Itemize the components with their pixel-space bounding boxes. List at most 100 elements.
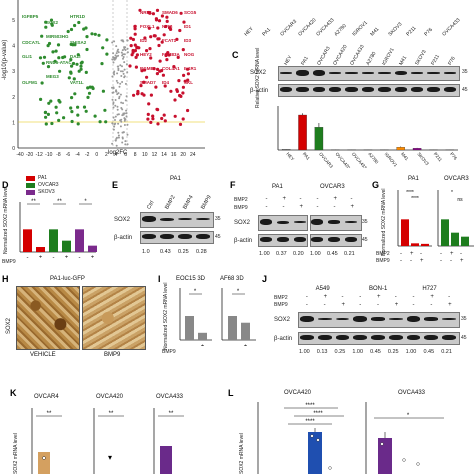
panelF-sox2-band: [345, 221, 357, 223]
volcano-up-point: [148, 47, 152, 51]
volcano-up-point: [130, 53, 134, 57]
volcano-ns-point: [120, 101, 123, 104]
volcano-up-point: [181, 117, 185, 121]
panelF: PA1 OVCAR3 BMP2 BMP9 - - + - - + - - + - - + SOX2 β-…: [232, 176, 372, 268]
top-cell-line-label: IGROV1: [351, 19, 369, 38]
panelC-xtick: OVCA433: [351, 151, 368, 168]
panelC-lane-label: OVCA433: [348, 44, 366, 67]
volcano-xtick: -4: [75, 152, 80, 158]
panelD-sign: +: [65, 255, 69, 258]
volcano-up-point: [155, 72, 159, 76]
panelJ-quant-value: 1.00: [352, 349, 364, 355]
volcano-up-point: [128, 64, 132, 68]
volcano-up-point: [163, 119, 167, 123]
panelG-ylabel: Normalized SOX2 mRNA level: [381, 188, 387, 256]
volcano-ns-point: [121, 141, 124, 144]
panelF-actin-band: [311, 237, 323, 242]
volcano-down-point: [80, 60, 84, 64]
panelI-bar: [241, 322, 250, 340]
volcano-down-point: [38, 56, 43, 60]
panel-label-l: L: [228, 388, 234, 398]
panelG-bar: [411, 243, 419, 246]
volcano-down-point: [61, 55, 65, 60]
panelC-sox2-label: SOX2: [250, 70, 267, 76]
volcano-ytick: 5: [12, 18, 15, 24]
panelD-sign: +: [39, 255, 43, 258]
panelC-actin-band: [443, 87, 456, 92]
panelJ-actin-band: [300, 335, 314, 340]
volcano-up-point: [133, 32, 137, 36]
volcano-down-gene-label: SHISA2: [70, 40, 87, 45]
volcano-down-point: [103, 108, 107, 112]
panel-label-f: F: [230, 180, 236, 190]
panelE-mw-35: 35: [215, 216, 221, 222]
volcano-xtick: -8: [56, 152, 61, 158]
volcano-down-point: [70, 119, 74, 124]
volcano-up-point: [153, 34, 157, 38]
volcano-ns-point: [113, 125, 116, 128]
panelJ-sox2-band: [353, 316, 368, 322]
volcano-xtick: -20: [26, 152, 33, 158]
volcano-xtick: -2: [85, 152, 90, 158]
volcano-down-point: [86, 86, 90, 90]
volcano-ns-point: [112, 61, 115, 64]
panelE-sox2-band: [196, 217, 210, 221]
volcano-down-point: [47, 41, 52, 46]
volcano-up-point: [148, 11, 152, 15]
volcano-ns-point: [126, 51, 129, 54]
panel-label-e: E: [112, 180, 119, 190]
volcano-ns-point: [111, 41, 114, 44]
panelJ-actin-band: [371, 335, 385, 340]
volcano-ns-point: [117, 122, 120, 125]
volcano-down-point: [51, 50, 55, 54]
panelD-chart: - + - + - +** ** *: [19, 199, 97, 258]
volcano-xtick: 0: [95, 152, 98, 158]
volcano-ns-point: [123, 68, 126, 71]
panelC-sox2-band: [378, 72, 391, 74]
panelC-actin-band: [361, 87, 375, 92]
panelJ-bmp2-sign: +: [430, 294, 434, 300]
panelF-quant-value: 0.20: [293, 251, 304, 257]
volcano-down-gene-label: HTR1D: [70, 14, 86, 19]
panelC-xtick: HEY: [285, 151, 295, 161]
panelG-bmp9-sign: -: [400, 258, 402, 264]
volcano-up-point: [143, 36, 147, 40]
panelD-sign: -: [27, 255, 29, 258]
panelE-lane-label: BMP4: [182, 194, 195, 211]
top-cell-line-label: A2780: [333, 23, 348, 38]
panel-label-c: C: [232, 50, 239, 60]
volcano-up-point: [151, 117, 155, 121]
panelD-bar: [75, 229, 84, 252]
panelC-xtick: P76: [449, 151, 458, 161]
volcano-up-point: [129, 44, 133, 48]
panelC-bar: [281, 149, 291, 151]
volcano-down-gene-label: DAZI: [70, 54, 81, 59]
volcano-ytick: 2: [12, 95, 15, 101]
panelC-sox2-band: [280, 72, 293, 74]
volcano-up-gene-label: NFIB: [162, 24, 173, 29]
top-cell-line-label: OVCA433: [315, 17, 336, 38]
volcano-ns-point: [111, 86, 113, 89]
volcano-down-point: [53, 59, 57, 63]
volcano-down-point: [50, 121, 54, 126]
volcano-down-point: [54, 49, 58, 53]
volcano-down-point: [87, 91, 92, 95]
volcano-up-point: [142, 80, 146, 84]
panelE-quant: 1.0 0.43 0.25 0.28: [140, 249, 212, 258]
panelJ-actin-band: [424, 335, 439, 340]
volcano-up-point: [133, 49, 137, 53]
volcano-ns-point: [123, 112, 126, 115]
volcano-up-gene-label: HEY2: [140, 52, 152, 57]
panelJ-bands: [298, 312, 458, 343]
volcano-up-point: [162, 113, 166, 117]
volcano-ns-point: [114, 139, 117, 142]
volcano-down-point: [70, 110, 74, 114]
volcano-ytick: 0: [12, 146, 15, 152]
volcano-ns-point: [112, 91, 115, 94]
volcano-up-point: [156, 26, 160, 30]
panelG-bmp9-label: BMP9: [376, 258, 390, 264]
volcano-up-point: [143, 68, 147, 72]
panelK-bar: [160, 446, 172, 474]
panelJ-sox2-band: [300, 316, 314, 322]
volcano-down-point: [97, 33, 101, 37]
